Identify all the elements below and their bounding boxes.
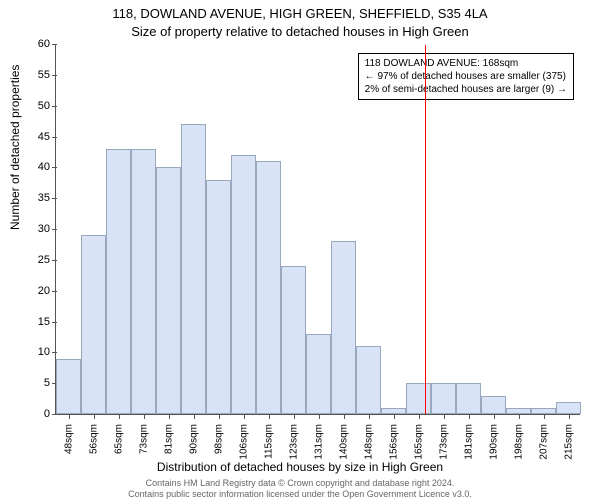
x-tick-mark [244, 414, 245, 419]
bar [356, 346, 381, 414]
bar [281, 266, 306, 414]
x-tick-mark [319, 414, 320, 419]
y-tick: 60 [38, 38, 56, 50]
x-tick: 90sqm [188, 420, 199, 454]
bar [56, 359, 81, 415]
x-tick-mark [344, 414, 345, 419]
annotation-line2: ← 97% of detached houses are smaller (37… [365, 70, 567, 83]
x-tick: 156sqm [388, 420, 399, 460]
x-tick-mark [544, 414, 545, 419]
x-tick-mark [144, 414, 145, 419]
x-tick: 106sqm [238, 420, 249, 460]
y-axis-label: Number of detached properties [8, 65, 22, 230]
annotation-line1: 118 DOWLAND AVENUE: 168sqm [365, 57, 567, 70]
bar [456, 383, 481, 414]
x-tick: 131sqm [313, 420, 324, 460]
x-tick-mark [119, 414, 120, 419]
chart-title-description: Size of property relative to detached ho… [0, 24, 600, 39]
bar [206, 180, 231, 414]
y-tick: 10 [38, 346, 56, 358]
x-tick-mark [69, 414, 70, 419]
y-tick: 0 [44, 408, 56, 420]
x-tick: 48sqm [63, 420, 74, 454]
x-axis-label: Distribution of detached houses by size … [0, 460, 600, 474]
x-tick: 115sqm [263, 420, 274, 459]
x-tick: 56sqm [88, 420, 99, 454]
x-tick-mark [219, 414, 220, 419]
x-tick: 140sqm [338, 420, 349, 460]
bar [181, 124, 206, 414]
annotation-line3: 2% of semi-detached houses are larger (9… [365, 83, 567, 96]
bar [231, 155, 256, 414]
x-tick: 190sqm [488, 420, 499, 460]
x-tick-mark [444, 414, 445, 419]
y-tick: 15 [38, 316, 56, 328]
footer-copyright-2: Contains public sector information licen… [0, 489, 600, 499]
footer-copyright-1: Contains HM Land Registry data © Crown c… [0, 478, 600, 488]
x-tick-mark [194, 414, 195, 419]
x-tick-mark [294, 414, 295, 419]
x-tick-mark [269, 414, 270, 419]
x-tick: 181sqm [463, 420, 474, 460]
x-tick: 98sqm [213, 420, 224, 454]
x-tick: 123sqm [288, 420, 299, 460]
x-tick-mark [169, 414, 170, 419]
x-tick-mark [569, 414, 570, 419]
bar [131, 149, 156, 414]
y-tick: 20 [38, 285, 56, 297]
bar [156, 167, 181, 414]
bar [406, 383, 431, 414]
x-tick: 215sqm [563, 420, 574, 460]
bar [481, 396, 506, 415]
x-tick: 65sqm [113, 420, 124, 454]
x-tick: 165sqm [413, 420, 424, 460]
x-tick: 73sqm [138, 420, 149, 454]
bar [106, 149, 131, 414]
bar [556, 402, 581, 414]
property-size-chart: 118, DOWLAND AVENUE, HIGH GREEN, SHEFFIE… [0, 0, 600, 500]
reference-line [425, 45, 426, 414]
x-tick-mark [394, 414, 395, 419]
x-tick-mark [469, 414, 470, 419]
x-tick: 81sqm [163, 420, 174, 454]
y-tick: 50 [38, 100, 56, 112]
bar [306, 334, 331, 414]
x-tick: 207sqm [538, 420, 549, 460]
x-tick-mark [419, 414, 420, 419]
bar [81, 235, 106, 414]
bar [256, 161, 281, 414]
bar [331, 241, 356, 414]
y-tick: 5 [44, 377, 56, 389]
y-tick: 35 [38, 192, 56, 204]
x-tick: 173sqm [438, 420, 449, 460]
plot-area: 118 DOWLAND AVENUE: 168sqm ← 97% of deta… [55, 45, 580, 415]
x-tick: 198sqm [513, 420, 524, 460]
x-tick: 148sqm [363, 420, 374, 460]
x-tick-mark [519, 414, 520, 419]
chart-title-address: 118, DOWLAND AVENUE, HIGH GREEN, SHEFFIE… [0, 6, 600, 21]
y-tick: 25 [38, 254, 56, 266]
bar [431, 383, 456, 414]
y-tick: 45 [38, 131, 56, 143]
annotation-box: 118 DOWLAND AVENUE: 168sqm ← 97% of deta… [358, 53, 574, 100]
x-tick-mark [369, 414, 370, 419]
y-tick: 40 [38, 161, 56, 173]
y-tick: 55 [38, 69, 56, 81]
x-tick-mark [94, 414, 95, 419]
x-tick-mark [494, 414, 495, 419]
y-tick: 30 [38, 223, 56, 235]
